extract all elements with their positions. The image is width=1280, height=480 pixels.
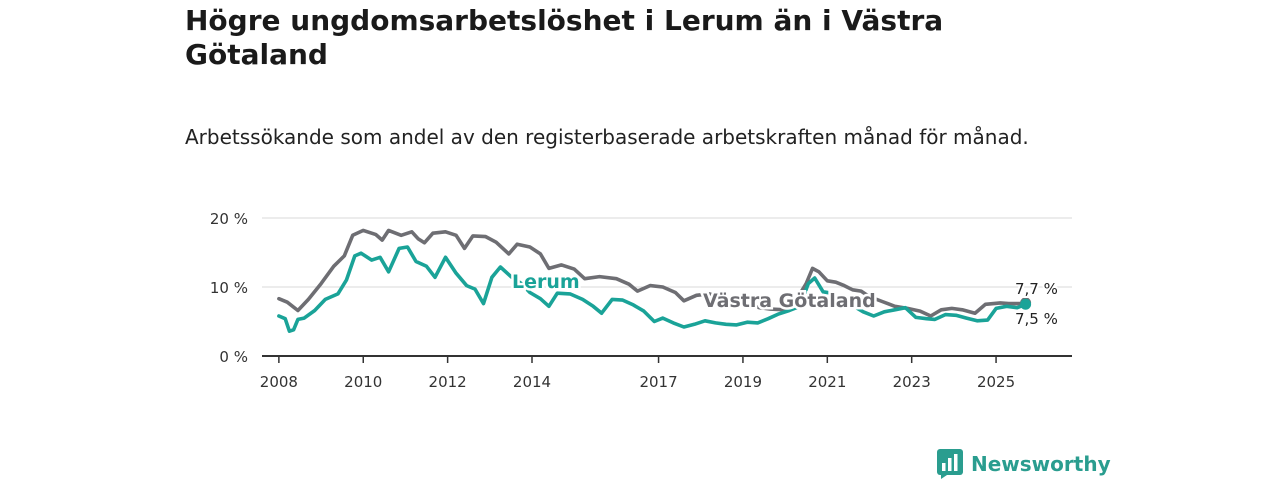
end-value-label-vastra-gotaland: 7,7 % [1015, 280, 1058, 298]
y-tick-label: 0 % [219, 348, 248, 366]
series-line-vstra-gtaland [277, 228, 1028, 318]
chart-subtitle: Arbetssökande som andel av den registerb… [185, 125, 1029, 149]
line-chart: 0 % 10 % 20 % 2008 2010 2012 2014 2017 2019 2021 2… [210, 210, 1072, 391]
chart-title: Högre ungdomsarbetslöshet i Lerum än i V… [185, 4, 944, 71]
x-tick-label: 2010 [344, 373, 382, 391]
x-tick-label: 2021 [808, 373, 846, 391]
x-tick-label: 2014 [513, 373, 551, 391]
x-tick-label: 2019 [724, 373, 762, 391]
x-tick-label: 2025 [977, 373, 1015, 391]
brand-name: Newsworthy [971, 452, 1111, 476]
series-line-lerum [277, 245, 1028, 333]
x-tick-label: 2017 [639, 373, 677, 391]
y-tick-label: 10 % [210, 279, 248, 297]
y-tick-label: 20 % [210, 210, 248, 228]
series-label-lerum: Lerum [512, 271, 580, 293]
series-label-vastra-gotaland: Västra Götaland [703, 290, 876, 312]
newsworthy-brand[interactable]: Newsworthy [937, 449, 1111, 479]
end-point-lerum [1020, 298, 1032, 310]
end-value-label-lerum: 7,5 % [1015, 310, 1058, 328]
x-tick-label: 2012 [429, 373, 467, 391]
x-tick-label: 2008 [260, 373, 298, 391]
x-tick-label: 2023 [893, 373, 931, 391]
bar-chart-logo-icon [937, 449, 963, 479]
